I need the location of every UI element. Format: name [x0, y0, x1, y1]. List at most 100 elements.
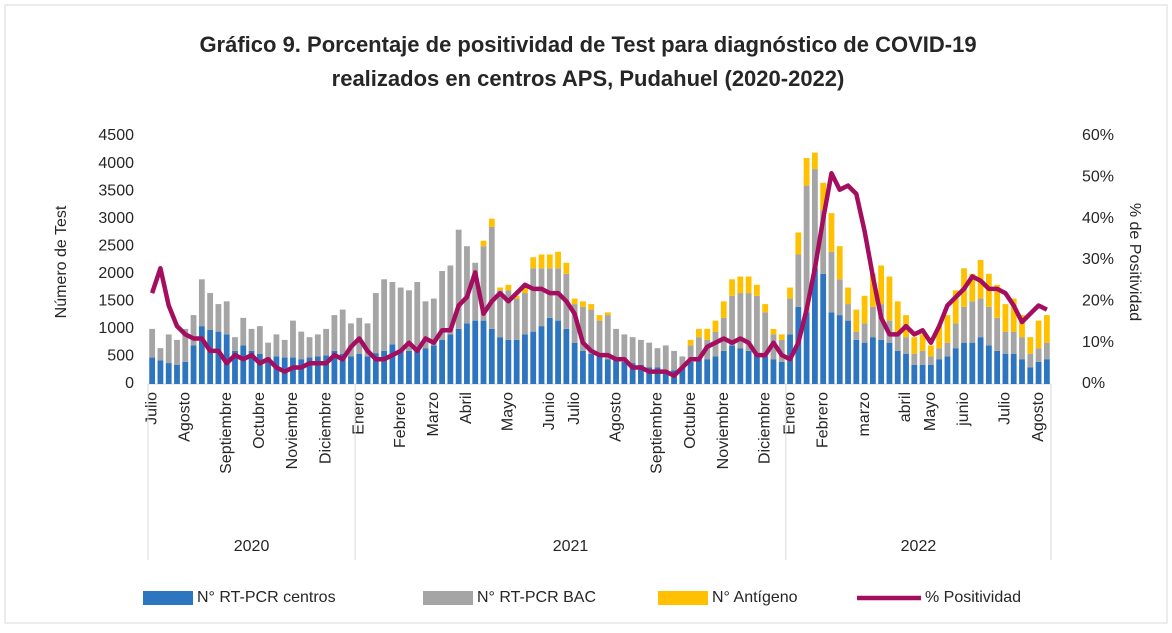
bar-segment	[339, 353, 346, 384]
bar-segment	[629, 363, 636, 384]
bar-segment	[546, 317, 553, 384]
bar-segment	[580, 301, 586, 307]
bar-segment	[497, 337, 503, 384]
x-tick-label: Febrero	[814, 392, 831, 448]
line-series	[149, 170, 1048, 378]
bar-segment	[679, 367, 686, 384]
bar-segment	[770, 334, 777, 360]
bar-segment	[820, 273, 827, 384]
bar-segment	[654, 367, 661, 384]
x-tick-label: Septiembre	[649, 392, 666, 474]
bar-segment	[894, 350, 901, 384]
bar-segment	[861, 342, 868, 384]
bar-segment	[265, 357, 272, 384]
y-tick-label: 0	[125, 375, 134, 392]
x-tick-label: junio	[955, 392, 972, 427]
y-axis-title: Número de Test	[53, 205, 70, 318]
bar-segment	[696, 359, 702, 384]
bar-segment	[737, 348, 744, 384]
bar-segment	[240, 317, 247, 346]
bar-segment	[762, 312, 769, 357]
bar-segment	[853, 331, 860, 340]
x-tick-label: Julio	[143, 392, 160, 425]
x-tick-label: Septiembre	[218, 392, 235, 474]
y2-tick-label: 60%	[1082, 127, 1114, 144]
bar-segment	[356, 353, 363, 384]
bar-segment	[256, 326, 263, 354]
y2-tick-label: 20%	[1082, 293, 1114, 310]
bar-segment	[381, 279, 388, 351]
bar-segment	[157, 360, 164, 384]
bar-segment	[994, 350, 1001, 384]
bar-segment	[232, 350, 238, 384]
chart-frame	[4, 4, 1168, 624]
bar-segment	[696, 337, 702, 360]
y-tick-label: 2500	[98, 237, 134, 254]
x-tick-label: Diciembre	[756, 392, 773, 464]
x-tick-label: Agosto	[176, 392, 193, 442]
bar-segment	[1010, 298, 1017, 332]
bar-segment	[538, 254, 545, 269]
y-tick-label: 3000	[98, 210, 134, 227]
bar-segment	[414, 282, 421, 349]
y2-axis-title: % de Positividad	[1126, 203, 1143, 321]
bar-segment	[1043, 359, 1050, 384]
bar-segment	[522, 293, 528, 335]
bar-segment	[1027, 353, 1034, 368]
bar-segment	[969, 273, 976, 302]
bar-segment	[936, 359, 943, 384]
bar-segment	[505, 339, 512, 384]
year-label: 2020	[234, 538, 270, 555]
legend-swatch	[143, 591, 193, 605]
bar-segment	[364, 323, 371, 357]
bar-segment	[571, 342, 578, 384]
bar-segment	[845, 304, 851, 321]
y-tick-label: 4500	[98, 127, 134, 144]
bar-segment	[795, 232, 802, 255]
bar-segment	[621, 361, 628, 384]
bar-segment	[530, 268, 537, 332]
bar-segment	[977, 337, 984, 384]
bar-segment	[488, 226, 495, 329]
bar-segment	[828, 251, 835, 313]
bar-segment	[580, 350, 586, 384]
bar-segment	[811, 169, 818, 269]
bar-segment	[720, 301, 727, 318]
bar-segment	[596, 315, 603, 321]
bar-segment	[505, 284, 512, 291]
bar-segment	[638, 339, 644, 365]
bar-segment	[944, 356, 951, 384]
bar-segment	[298, 331, 305, 360]
bar-segment	[348, 323, 354, 357]
bar-segment	[472, 262, 479, 321]
bar-segment	[803, 158, 810, 186]
bar-segment	[198, 326, 205, 384]
bar-segment	[737, 293, 744, 349]
bar-segment	[182, 361, 189, 384]
bar-segment	[273, 356, 280, 384]
bar-segment	[232, 337, 238, 351]
bar-segment	[687, 339, 694, 346]
bar-segment	[820, 182, 827, 211]
bar-segment	[961, 342, 967, 384]
bar-segment	[331, 350, 338, 384]
bar-segment	[314, 356, 321, 384]
bar-segment	[638, 364, 644, 384]
bar-segment	[952, 348, 959, 384]
bar-segment	[729, 295, 735, 346]
bar-segment	[356, 317, 363, 354]
bar-segment	[754, 295, 760, 354]
y2-tick-label: 50%	[1082, 169, 1114, 186]
x-tick-label: Octubre	[682, 392, 699, 449]
bar-segment	[662, 345, 669, 371]
bar-segment	[588, 353, 595, 384]
bar-segment	[712, 320, 719, 332]
bar-segment	[886, 276, 893, 321]
bar-segment	[936, 348, 943, 360]
bar-segment	[306, 337, 313, 358]
x-tick-label: Marzo	[425, 392, 442, 437]
bar-segment	[762, 304, 769, 313]
bar-segment	[1010, 331, 1017, 354]
bar-segment	[869, 337, 876, 384]
bar-segment	[845, 287, 851, 305]
